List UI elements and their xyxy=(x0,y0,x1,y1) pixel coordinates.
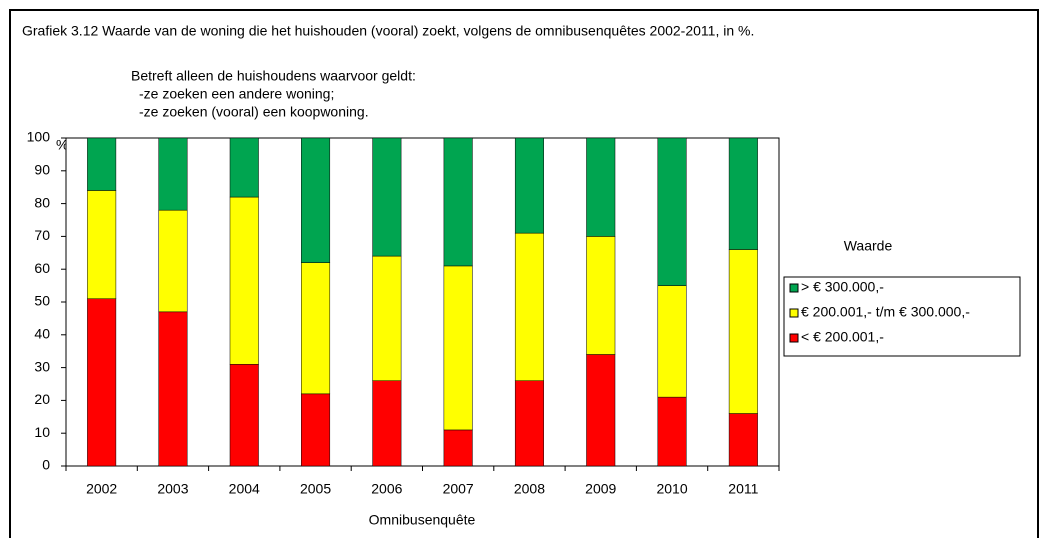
legend-label: > € 300.000,- xyxy=(801,279,884,295)
legend-swatch xyxy=(789,308,799,318)
bar-segment xyxy=(443,265,473,431)
bar-segment xyxy=(657,285,687,398)
bar-segment xyxy=(372,380,402,467)
y-tick-label: 0 xyxy=(42,457,50,473)
legend-swatch xyxy=(789,333,799,343)
bar-segment xyxy=(443,137,473,267)
y-tick-label: 30 xyxy=(34,358,50,374)
bar-segment xyxy=(229,364,259,467)
chart-title: Grafiek 3.12 Waarde van de woning die he… xyxy=(22,23,754,39)
bar-segment xyxy=(728,137,758,250)
bar-segment xyxy=(586,137,616,237)
bar-segment xyxy=(87,137,117,191)
x-tick-label: 2011 xyxy=(728,481,758,497)
legend-title: Waarde xyxy=(844,238,893,254)
bar-segment xyxy=(158,209,188,313)
bar-segment xyxy=(728,413,758,467)
bar-segment xyxy=(586,354,616,467)
y-tick-label: 60 xyxy=(34,260,50,276)
frame xyxy=(9,9,1039,538)
legend-label: € 200.001,- t/m € 300.000,- xyxy=(801,304,970,320)
bar-segment xyxy=(229,137,259,198)
x-tick-label: 2006 xyxy=(371,481,402,497)
legend-swatch xyxy=(789,283,799,293)
bar-segment xyxy=(301,262,331,395)
x-tick-label: 2002 xyxy=(86,481,117,497)
bar-segment xyxy=(728,249,758,414)
bar-segment xyxy=(443,429,473,467)
y-axis-label: % xyxy=(56,137,68,153)
bar-segment xyxy=(514,137,544,234)
x-tick-label: 2010 xyxy=(656,481,687,497)
y-tick-label: 70 xyxy=(34,227,50,243)
x-tick-label: 2003 xyxy=(157,481,188,497)
y-tick-label: 10 xyxy=(34,424,50,440)
bar-segment xyxy=(657,396,687,467)
legend-box xyxy=(783,276,1021,357)
bar-segment xyxy=(229,196,259,365)
x-tick-label: 2009 xyxy=(585,481,616,497)
bar-segment xyxy=(158,137,188,211)
bar-segment xyxy=(514,232,544,381)
bar-segment xyxy=(158,311,188,467)
subtitle: -ze zoeken een andere woning; xyxy=(139,86,334,102)
bar-segment xyxy=(87,298,117,467)
bar-segment xyxy=(372,255,402,381)
y-tick-label: 20 xyxy=(34,391,50,407)
bar-segment xyxy=(372,137,402,257)
x-tick-label: 2005 xyxy=(300,481,331,497)
bar-segment xyxy=(301,137,331,263)
subtitle: -ze zoeken (vooral) een koopwoning. xyxy=(139,104,369,120)
bar-segment xyxy=(87,190,117,299)
bar-segment xyxy=(586,236,616,355)
y-tick-label: 40 xyxy=(34,326,50,342)
bar-segment xyxy=(301,393,331,467)
bar-segment xyxy=(657,137,687,286)
x-axis-label: Omnibusenquête xyxy=(369,512,476,528)
y-tick-label: 50 xyxy=(34,293,50,309)
y-tick-label: 80 xyxy=(34,194,50,210)
legend-label: < € 200.001,- xyxy=(801,329,884,345)
x-tick-label: 2004 xyxy=(229,481,260,497)
y-tick-label: 90 xyxy=(34,162,50,178)
subtitle: Betreft alleen de huishoudens waarvoor g… xyxy=(131,68,416,84)
bar-segment xyxy=(514,380,544,467)
x-tick-label: 2008 xyxy=(514,481,545,497)
x-tick-label: 2007 xyxy=(443,481,474,497)
y-tick-label: 100 xyxy=(27,129,51,145)
